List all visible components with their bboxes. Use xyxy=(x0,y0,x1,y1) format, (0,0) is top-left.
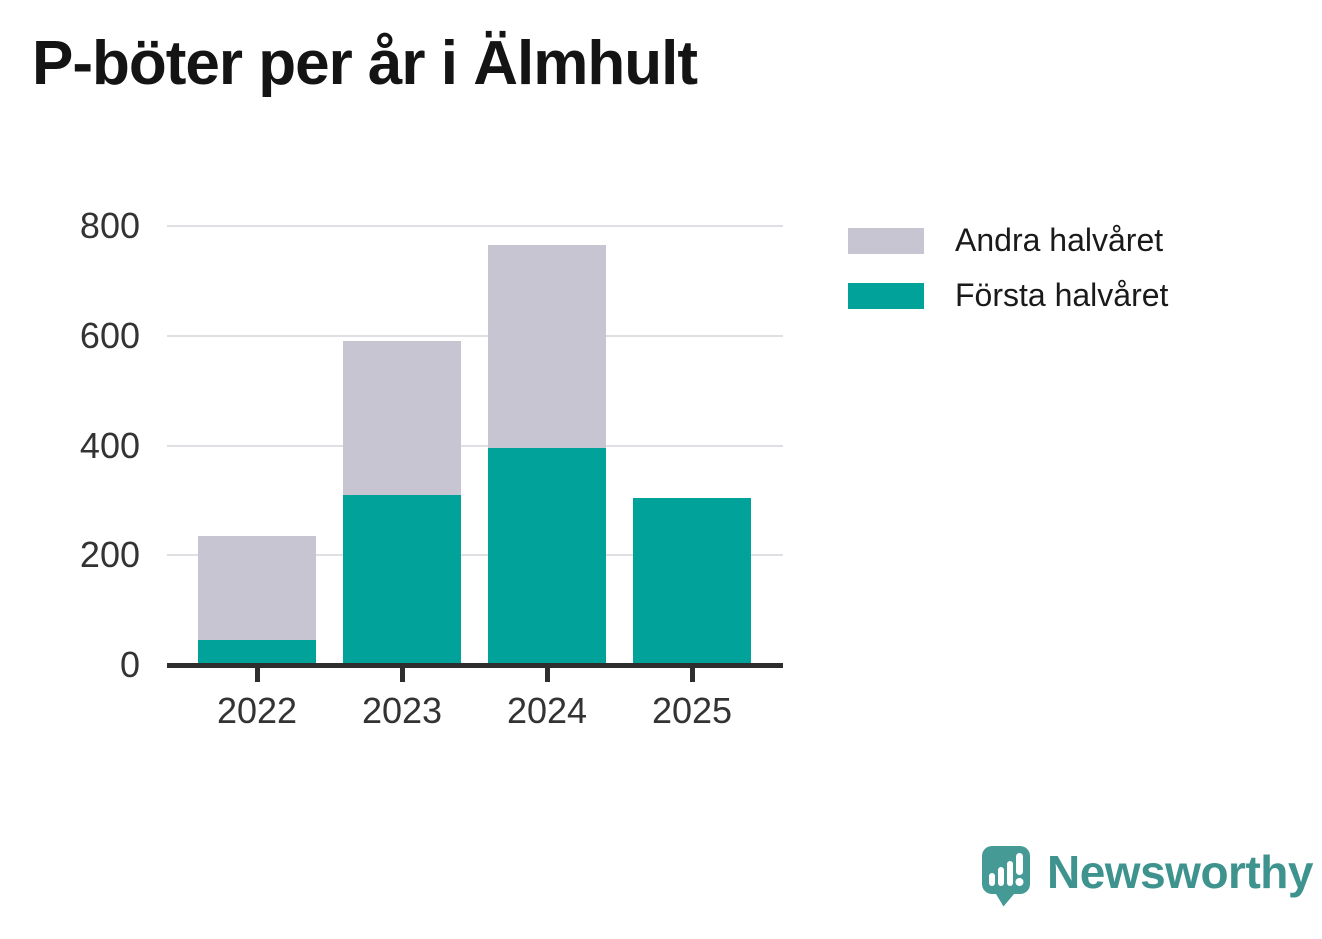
x-axis-label-2024: 2024 xyxy=(506,690,588,731)
bar-2023-second-half xyxy=(343,341,461,495)
gridline-600 xyxy=(167,334,783,337)
y-axis-label-600: 600 xyxy=(79,314,140,356)
newsworthy-branding: Newsworthy xyxy=(982,846,1313,908)
bar-2022-second-half xyxy=(198,536,316,641)
gridline-800 xyxy=(167,225,783,227)
bar-2022-first-half xyxy=(198,640,316,665)
gridline-200 xyxy=(167,554,783,557)
legend-swatch-andra-halvaret xyxy=(848,228,924,254)
y-axis-label-400: 400 xyxy=(79,424,140,466)
bar-2025-first-half xyxy=(633,497,751,665)
x-axis-label-2023: 2023 xyxy=(361,690,443,731)
x-tick-2024 xyxy=(545,668,550,682)
x-axis-label-2025: 2025 xyxy=(651,690,733,731)
legend-swatch-forsta-halvaret xyxy=(848,283,924,309)
newsworthy-logo-text: Newsworthy xyxy=(1047,846,1313,898)
bar-2024-second-half xyxy=(488,245,606,449)
chart-title: P-böter per år i Älmhult xyxy=(32,29,698,98)
x-tick-2022 xyxy=(255,668,260,682)
x-axis-line xyxy=(167,663,783,668)
y-axis-label-800: 800 xyxy=(79,205,140,246)
legend-label-forsta-halvaret: Första halvåret xyxy=(955,277,1169,313)
x-tick-2025 xyxy=(690,668,695,682)
x-axis-label-2022: 2022 xyxy=(216,690,298,731)
bar-2023-first-half xyxy=(343,494,461,665)
x-tick-2023 xyxy=(400,668,405,682)
legend-label-andra-halvaret: Andra halvåret xyxy=(955,222,1164,258)
newsworthy-logo-icon xyxy=(982,846,1030,907)
gridline-400 xyxy=(167,444,783,447)
bar-2024-first-half xyxy=(488,448,606,665)
y-axis-label-0: 0 xyxy=(119,644,140,685)
y-axis-label-200: 200 xyxy=(79,534,140,576)
